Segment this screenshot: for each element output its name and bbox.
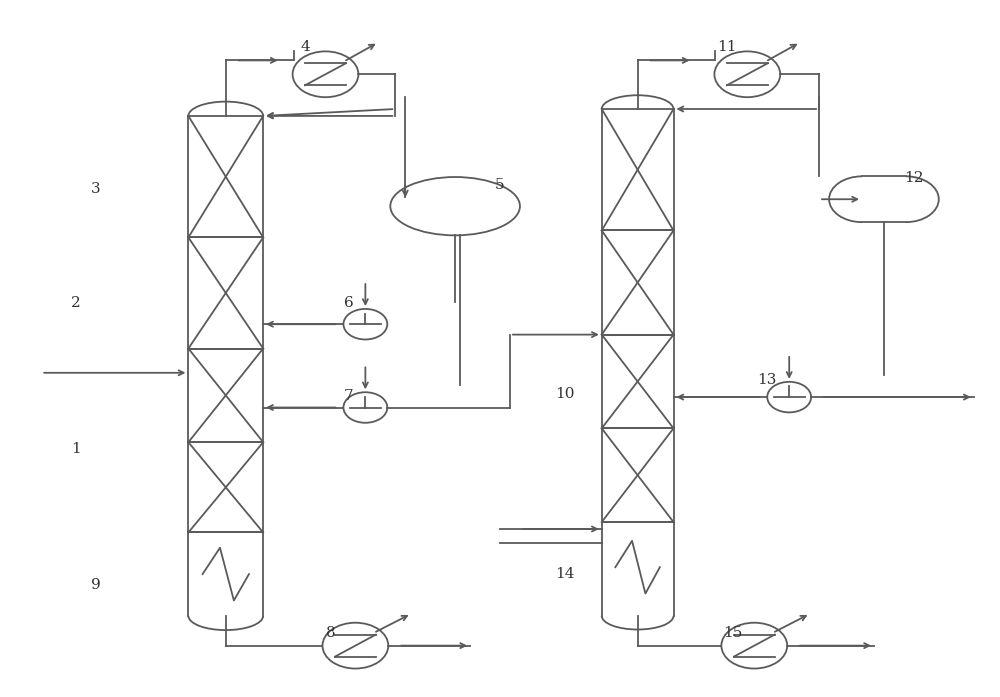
Text: 12: 12	[904, 171, 924, 185]
Text: 7: 7	[344, 389, 353, 403]
Text: 13: 13	[758, 373, 777, 387]
Text: 1: 1	[71, 442, 81, 456]
Text: 14: 14	[555, 567, 575, 581]
Text: 15: 15	[723, 626, 742, 640]
Text: 4: 4	[301, 40, 310, 54]
Text: 8: 8	[326, 626, 335, 640]
Text: 10: 10	[555, 387, 575, 401]
Text: 5: 5	[495, 178, 505, 192]
Text: 6: 6	[344, 296, 353, 310]
Text: 9: 9	[91, 578, 101, 592]
Text: 11: 11	[718, 40, 737, 54]
Text: 2: 2	[71, 296, 81, 310]
Text: 3: 3	[91, 182, 101, 196]
